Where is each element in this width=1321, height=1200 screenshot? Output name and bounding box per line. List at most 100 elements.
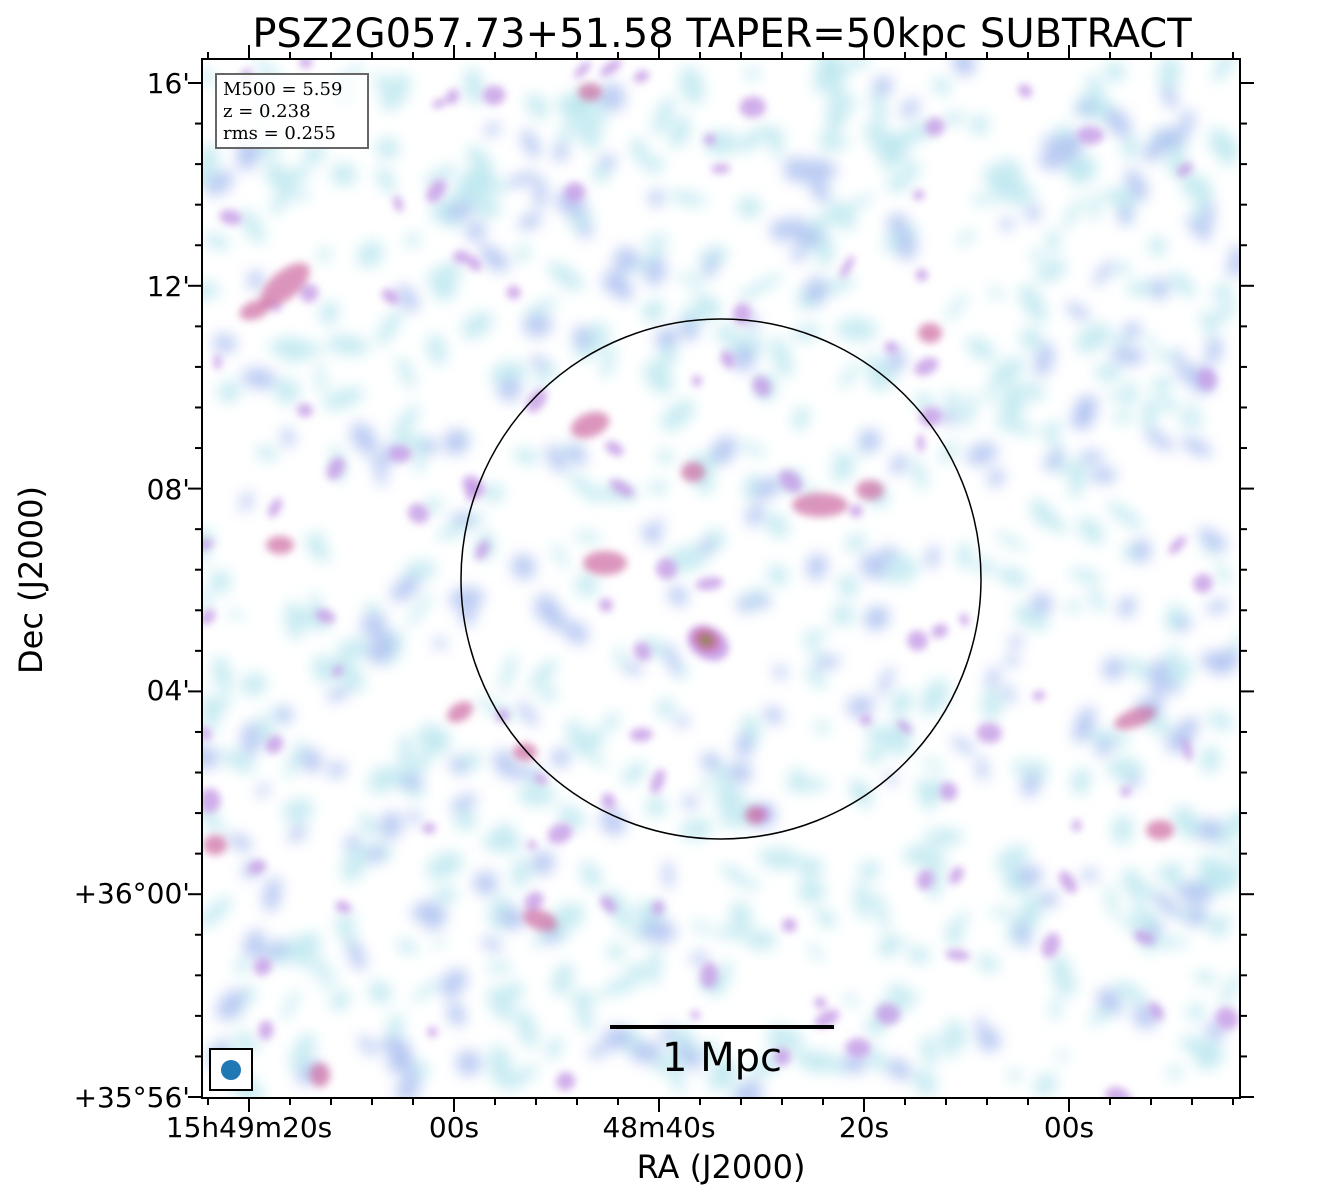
emission-blob	[945, 919, 964, 947]
emission-blob	[482, 85, 506, 106]
emission-blob	[663, 860, 674, 890]
emission-blob	[916, 433, 925, 453]
emission-blob	[1148, 236, 1167, 257]
emission-blob	[792, 493, 848, 517]
emission-blob	[227, 833, 253, 851]
emission-blob	[376, 468, 388, 486]
emission-blob	[1069, 568, 1103, 583]
emission-blob	[860, 552, 887, 579]
emission-blob	[976, 1015, 988, 1040]
emission-blob	[484, 122, 500, 137]
emission-blob	[956, 541, 973, 571]
emission-blob	[856, 480, 884, 500]
emission-blob	[1197, 855, 1232, 883]
emission-blob	[765, 512, 789, 539]
emission-blob	[735, 733, 754, 758]
emission-blob	[1154, 127, 1185, 151]
emission-blob	[970, 114, 989, 136]
emission-blob	[330, 989, 350, 1012]
emission-blob	[732, 346, 755, 373]
emission-blob	[732, 876, 762, 890]
emission-blob	[804, 858, 825, 873]
emission-blob	[368, 980, 392, 1004]
emission-blob	[275, 165, 311, 191]
emission-blob	[976, 954, 999, 973]
emission-blob	[585, 728, 605, 749]
emission-blob	[887, 1058, 912, 1081]
emission-blob	[404, 233, 421, 248]
emission-blob	[887, 983, 908, 1002]
emission-blob	[1209, 648, 1240, 675]
emission-blob	[1075, 323, 1112, 354]
emission-blob	[1150, 721, 1174, 735]
emission-blob	[1154, 350, 1176, 362]
emission-blob	[202, 592, 213, 608]
emission-blob	[358, 1035, 377, 1057]
emission-blob	[843, 992, 858, 1007]
emission-blob	[447, 1001, 466, 1027]
emission-blob	[577, 223, 594, 239]
emission-blob	[879, 135, 907, 171]
y-tick-label: 16'	[147, 67, 190, 100]
emission-blob	[449, 756, 467, 775]
emission-blob	[728, 761, 753, 784]
emission-blob	[643, 233, 669, 249]
emission-blob	[774, 1047, 791, 1066]
emission-blob	[411, 978, 442, 1003]
emission-blob	[625, 962, 648, 978]
figure-title: PSZ2G057.73+51.58 TAPER=50kpc SUBTRACT	[252, 11, 1192, 57]
emission-blob	[1111, 814, 1134, 845]
emission-blob	[587, 1045, 607, 1059]
emission-blob	[1177, 881, 1213, 906]
emission-blob	[1178, 413, 1205, 428]
emission-blob	[288, 824, 307, 843]
emission-blob	[281, 988, 300, 1021]
emission-blob	[770, 336, 793, 378]
emission-blob	[433, 637, 447, 650]
emission-blob	[859, 714, 872, 726]
emission-blob	[241, 367, 277, 390]
emission-blob	[1079, 450, 1104, 464]
emission-blob	[1157, 396, 1180, 412]
emission-blob	[850, 781, 872, 805]
emission-blob	[994, 531, 1027, 551]
emission-blob	[859, 429, 882, 453]
emission-blob	[1150, 376, 1174, 394]
emission-blob	[450, 512, 477, 525]
emission-blob	[744, 929, 777, 951]
emission-blob	[807, 1050, 847, 1074]
emission-blob	[424, 496, 442, 514]
emission-blob	[1035, 259, 1067, 283]
emission-blob	[398, 734, 415, 776]
emission-blob	[1215, 1006, 1239, 1030]
emission-blob	[426, 333, 447, 366]
emission-blob	[379, 811, 403, 840]
emission-blob	[1048, 242, 1060, 254]
emission-blob	[945, 292, 968, 323]
emission-blob	[752, 477, 782, 500]
emission-blob	[236, 147, 257, 171]
emission-blob	[482, 833, 524, 853]
emission-blob	[931, 623, 949, 639]
info-box: M500 = 5.59 z = 0.238 rms = 0.255	[215, 73, 369, 149]
emission-blob	[1150, 278, 1170, 301]
emission-blob	[1097, 988, 1119, 1011]
emission-blob	[866, 1045, 888, 1073]
emission-blob	[750, 1054, 782, 1078]
emission-blob	[1015, 921, 1031, 949]
emission-blob	[1180, 1036, 1215, 1056]
emission-blob	[397, 355, 415, 390]
emission-blob	[302, 144, 326, 165]
emission-blob	[1174, 347, 1187, 382]
emission-blob	[764, 705, 783, 725]
emission-blob	[1144, 429, 1175, 451]
emission-blob	[583, 551, 627, 575]
emission-blob	[691, 375, 703, 387]
emission-blob	[959, 613, 970, 626]
emission-blob	[668, 190, 707, 206]
emission-blob	[695, 576, 724, 591]
emission-blob	[657, 449, 674, 465]
emission-blob	[1168, 272, 1196, 297]
emission-blob	[832, 451, 854, 469]
emission-blob	[786, 778, 829, 792]
